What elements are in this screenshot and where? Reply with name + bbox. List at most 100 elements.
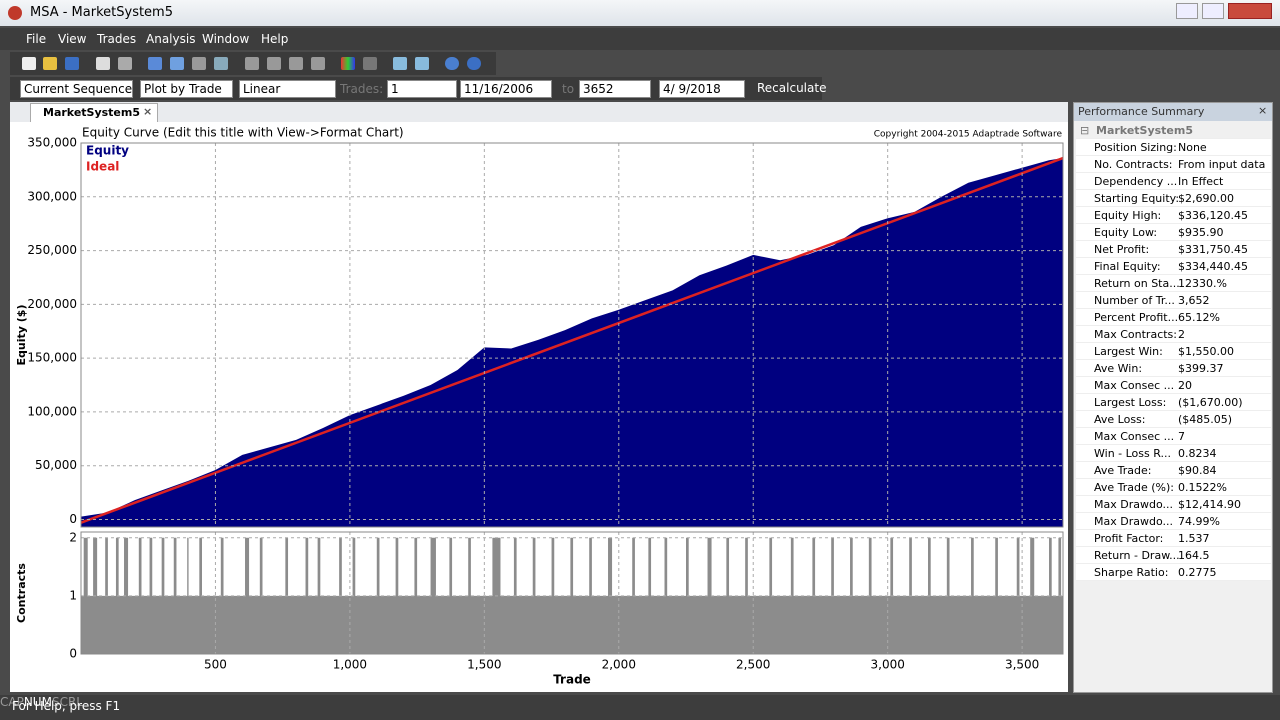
summary-label: Max Drawdo... — [1094, 515, 1173, 528]
tool-icon[interactable] — [445, 57, 459, 70]
tree-root[interactable]: ⊟ MarketSystem5 — [1076, 122, 1271, 139]
tool-icon[interactable] — [363, 57, 377, 70]
summary-value: $399.37 — [1178, 362, 1224, 375]
menu-item[interactable]: Window — [202, 32, 250, 46]
menu-item[interactable]: Help — [261, 32, 289, 46]
summary-value: 74.99% — [1178, 515, 1220, 528]
legend-entry: Ideal — [86, 160, 119, 174]
menu-bar: File View Trades Analysis Window Help — [0, 28, 1280, 50]
date-from-picker[interactable]: 11/16/2006 — [460, 80, 552, 98]
summary-value: 12330.% — [1178, 277, 1227, 290]
panel-title: Performance Summary — [1078, 105, 1205, 118]
trades-to-input[interactable]: 3652 — [579, 80, 651, 98]
tool-icon[interactable] — [467, 57, 481, 70]
tool-icon[interactable] — [341, 57, 355, 70]
tool-icon[interactable] — [267, 57, 281, 70]
summary-row: Max Consec ... 7 — [1076, 428, 1271, 445]
plot-border — [80, 531, 1064, 655]
menu-item[interactable]: View — [58, 32, 87, 46]
summary-row: Max Consec ... 20 — [1076, 377, 1271, 394]
summary-label: Sharpe Ratio: — [1094, 566, 1169, 579]
tool-icon[interactable] — [289, 57, 303, 70]
summary-label: Dependency ... — [1094, 175, 1178, 188]
plot-dropdown[interactable]: Plot by Trade — [140, 80, 233, 98]
summary-value: 20 — [1178, 379, 1192, 392]
tool-icon[interactable] — [214, 57, 228, 70]
menu-item[interactable]: Analysis — [146, 32, 196, 46]
tab-close[interactable]: × — [143, 105, 153, 118]
summary-label: Largest Win: — [1094, 345, 1163, 358]
y-tick-label: 150,000 — [27, 351, 77, 365]
scale-dropdown[interactable]: Linear — [239, 80, 336, 98]
tool-icon[interactable] — [96, 57, 110, 70]
close-button[interactable] — [1228, 3, 1272, 19]
summary-label: Profit Factor: — [1094, 532, 1164, 545]
tool-icon[interactable] — [311, 57, 325, 70]
tool-icon[interactable] — [65, 57, 79, 70]
contracts-area — [81, 537, 1063, 654]
maximize-button[interactable] — [1202, 3, 1224, 19]
summary-row: Max Contracts: 2 — [1076, 326, 1271, 343]
panel-header: Performance Summary × — [1074, 103, 1272, 121]
tool-icon[interactable] — [393, 57, 407, 70]
summary-row: Profit Factor: 1.537 — [1076, 530, 1271, 547]
summary-value: $1,550.00 — [1178, 345, 1234, 358]
summary-row: Return on Sta... 12330.% — [1076, 275, 1271, 292]
summary-value: From input data — [1178, 158, 1266, 171]
summary-label: Ave Loss: — [1094, 413, 1146, 426]
y-tick-label: 350,000 — [27, 136, 77, 150]
status-help: For Help, press F1 — [12, 699, 121, 713]
menu-item[interactable]: Trades — [97, 32, 137, 46]
y-axis-label: Equity ($) — [15, 305, 28, 366]
summary-value: 164.5 — [1178, 549, 1210, 562]
tool-icon[interactable] — [148, 57, 162, 70]
summary-label: Number of Tr... — [1094, 294, 1175, 307]
tool-icon[interactable] — [22, 57, 36, 70]
status-indicator: SCRL — [51, 695, 83, 709]
panel-close[interactable]: × — [1258, 104, 1268, 117]
summary-label: Percent Profit... — [1094, 311, 1179, 324]
summary-row: Percent Profit... 65.12% — [1076, 309, 1271, 326]
summary-row: No. Contracts: From input data — [1076, 156, 1271, 173]
summary-value: 0.2775 — [1178, 566, 1217, 579]
tool-icon[interactable] — [118, 57, 132, 70]
summary-value: $2,690.00 — [1178, 192, 1234, 205]
tool-icon[interactable] — [170, 57, 184, 70]
summary-label: Return - Draw... — [1094, 549, 1180, 562]
summary-label: Equity Low: — [1094, 226, 1158, 239]
date-to-picker[interactable]: 4/ 9/2018 — [659, 80, 745, 98]
summary-row: Largest Win: $1,550.00 — [1076, 343, 1271, 360]
summary-row: Final Equity: $334,440.45 — [1076, 258, 1271, 275]
summary-value: 65.12% — [1178, 311, 1220, 324]
y-tick-label: 300,000 — [27, 189, 77, 203]
summary-panel: Performance Summary × ⊟ MarketSystem5 Posi… — [1073, 102, 1273, 693]
menu-item[interactable]: File — [26, 32, 47, 46]
x-tick-label: 1,000 — [333, 658, 367, 672]
minimize-button[interactable] — [1176, 3, 1198, 19]
y-tick-label: 1 — [69, 588, 77, 602]
tool-icon[interactable] — [415, 57, 429, 70]
tool-icon[interactable] — [192, 57, 206, 70]
root-label: MarketSystem5 — [1096, 124, 1194, 137]
summary-row: Ave Loss: ($485.05) — [1076, 411, 1271, 428]
trades-label: Trades: — [340, 82, 384, 96]
tool-icon[interactable] — [43, 57, 57, 70]
summary-row: Largest Loss: ($1,670.00) — [1076, 394, 1271, 411]
summary-label: Ave Trade (%): — [1094, 481, 1175, 494]
recalculate-button[interactable]: Recalculate — [757, 81, 827, 95]
summary-row: Dependency ... In Effect — [1076, 173, 1271, 190]
summary-row: Ave Win: $399.37 — [1076, 360, 1271, 377]
summary-value: 0.1522% — [1178, 481, 1227, 494]
plot-border — [80, 142, 1064, 528]
equity-area — [81, 158, 1063, 527]
summary-row: Max Drawdo... 74.99% — [1076, 513, 1271, 530]
sequence-dropdown[interactable]: Current Sequence — [20, 80, 133, 98]
summary-label: Max Contracts: — [1094, 328, 1177, 341]
document-tab[interactable]: MarketSystem5 × — [30, 103, 158, 122]
summary-row: Starting Equity: $2,690.00 — [1076, 190, 1271, 207]
chart: Equity Curve (Edit this title with View-… — [15, 126, 1064, 687]
trades-from-input[interactable]: 1 — [387, 80, 457, 98]
summary-row: Number of Tr... 3,652 — [1076, 292, 1271, 309]
tool-icon[interactable] — [245, 57, 259, 70]
summary-row: Return - Draw... 164.5 — [1076, 547, 1271, 564]
